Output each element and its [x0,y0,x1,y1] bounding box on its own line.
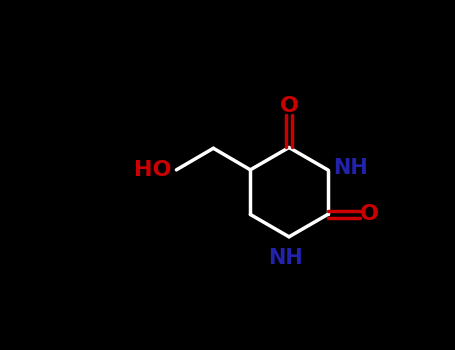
Text: NH: NH [268,247,303,268]
Text: O: O [360,204,379,224]
Text: O: O [279,96,298,116]
Text: NH: NH [333,158,368,178]
Text: HO: HO [134,160,172,180]
